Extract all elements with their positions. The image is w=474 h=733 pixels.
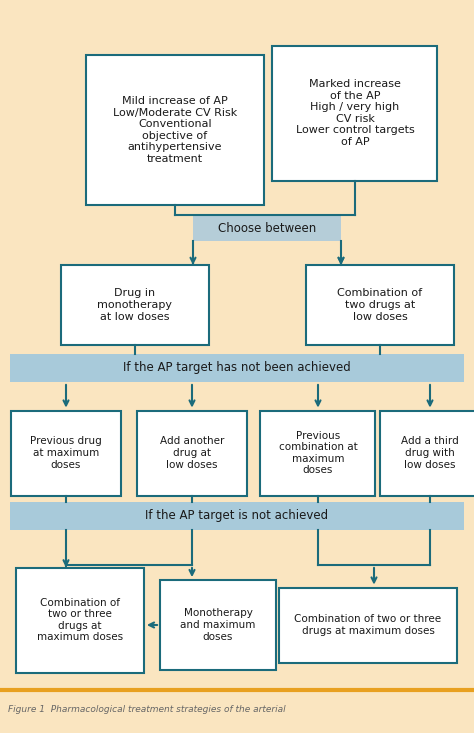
FancyBboxPatch shape [273,45,438,180]
FancyBboxPatch shape [193,215,341,241]
FancyBboxPatch shape [380,410,474,496]
Text: Monotherapy
and maximum
doses: Monotherapy and maximum doses [180,608,255,641]
Text: Previous
combination at
maximum
doses: Previous combination at maximum doses [279,430,357,476]
FancyBboxPatch shape [306,265,454,345]
FancyBboxPatch shape [11,410,121,496]
Text: Choose between: Choose between [218,221,316,235]
Text: Figure 1  Pharmacological treatment strategies of the arterial: Figure 1 Pharmacological treatment strat… [8,705,286,715]
FancyBboxPatch shape [10,354,464,382]
Text: Add a third
drug with
low doses: Add a third drug with low doses [401,436,459,470]
Text: Marked increase
of the AP
High / very high
CV risk
Lower control targets
of AP: Marked increase of the AP High / very hi… [296,79,414,147]
FancyBboxPatch shape [137,410,247,496]
FancyBboxPatch shape [10,502,464,530]
Text: Combination of
two or three
drugs at
maximum doses: Combination of two or three drugs at max… [37,597,123,642]
FancyBboxPatch shape [86,55,264,205]
Text: If the AP target is not achieved: If the AP target is not achieved [146,509,328,523]
Text: Add another
drug at
low doses: Add another drug at low doses [160,436,224,470]
Text: Combination of two or three
drugs at maximum doses: Combination of two or three drugs at max… [294,614,442,636]
FancyBboxPatch shape [160,580,276,670]
FancyBboxPatch shape [61,265,209,345]
Text: Combination of
two drugs at
low doses: Combination of two drugs at low doses [337,288,422,322]
Text: Mild increase of AP
Low/Moderate CV Risk
Conventional
objective of
antihypertens: Mild increase of AP Low/Moderate CV Risk… [113,96,237,164]
FancyBboxPatch shape [279,588,457,663]
FancyBboxPatch shape [16,567,144,672]
FancyBboxPatch shape [261,410,375,496]
Text: Previous drug
at maximum
doses: Previous drug at maximum doses [30,436,102,470]
Text: Drug in
monotherapy
at low doses: Drug in monotherapy at low doses [98,288,173,322]
Text: If the AP target has not been achieved: If the AP target has not been achieved [123,361,351,375]
